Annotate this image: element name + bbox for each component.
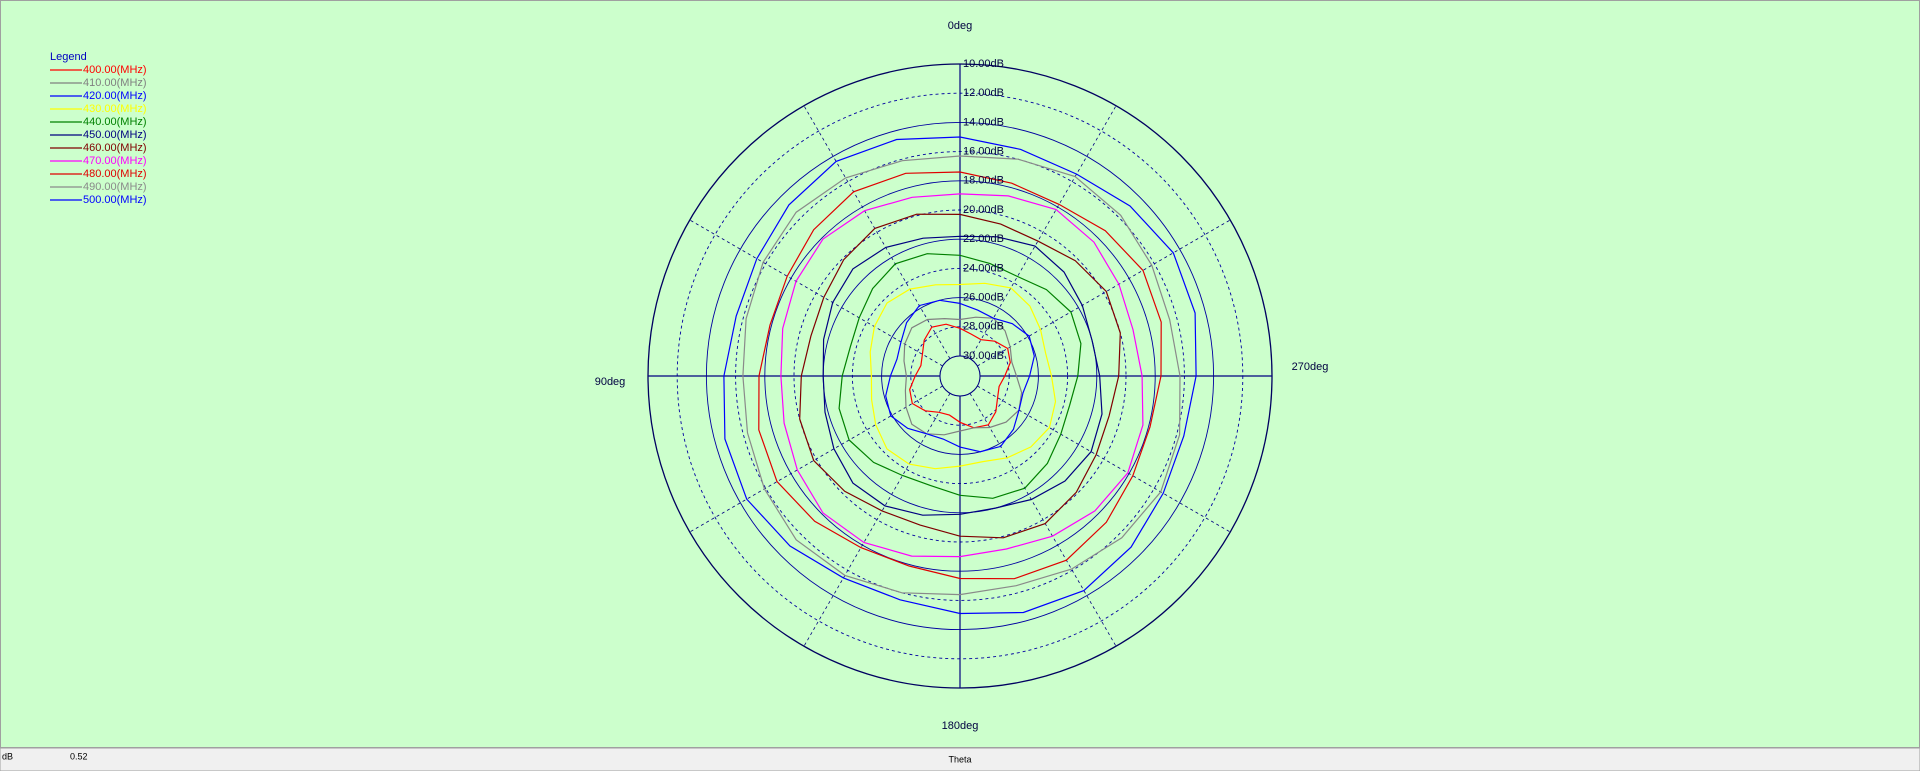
- grid: [647, 63, 1273, 689]
- curves: [723, 136, 1197, 615]
- r-tick-label: 20.00dB: [963, 204, 1004, 216]
- r-tick-label: 12.00dB: [963, 87, 1004, 99]
- series-curve: [758, 171, 1162, 580]
- r-tick-label: 30.00dB: [963, 350, 1004, 362]
- legend-title: Legend: [50, 51, 87, 63]
- theta-tick-label: 0deg: [948, 20, 972, 32]
- legend-label: 400.00(MHz): [83, 64, 147, 76]
- r-tick-label: 22.00dB: [963, 233, 1004, 245]
- legend-label: 500.00(MHz): [83, 194, 147, 206]
- legend-label: 490.00(MHz): [83, 181, 147, 193]
- center-hole: [939, 355, 981, 397]
- legend: Legend 400.00(MHz)410.00(MHz)420.00(MHz)…: [50, 51, 147, 206]
- labels: 10.00dB 12.00dB 14.00dB 16.00dB 18.00dB 20.00…: [595, 20, 1329, 732]
- spoke: [803, 393, 951, 647]
- r-tick-label: 14.00dB: [963, 116, 1004, 128]
- legend-label: 430.00(MHz): [83, 103, 147, 115]
- status-value: 0.52: [70, 751, 88, 761]
- legend-label: 440.00(MHz): [83, 116, 147, 128]
- spoke: [969, 105, 1117, 359]
- legend-label: 420.00(MHz): [83, 90, 147, 102]
- series-curve: [838, 253, 1082, 499]
- theta-tick-label: 270deg: [1292, 361, 1329, 373]
- status-unit: dB: [2, 751, 13, 761]
- status-axis-name: Theta: [948, 754, 971, 764]
- series-curve: [869, 282, 1057, 470]
- r-tick-label: 24.00dB: [963, 262, 1004, 274]
- series-curve: [822, 235, 1103, 516]
- series-curve: [909, 323, 1011, 429]
- legend-label: 470.00(MHz): [83, 155, 147, 167]
- series-curve: [903, 316, 1023, 436]
- series-curve: [799, 213, 1121, 539]
- series-curve: [780, 193, 1144, 558]
- series-curve: [885, 299, 1035, 453]
- r-tick-label: 16.00dB: [963, 146, 1004, 158]
- r-tick-label: 28.00dB: [963, 321, 1004, 333]
- theta-tick-label: 90deg: [595, 376, 626, 388]
- legend-label: 450.00(MHz): [83, 129, 147, 141]
- legend-label: 410.00(MHz): [83, 77, 147, 89]
- series-curve: [742, 155, 1181, 596]
- theta-tick-label: 180deg: [942, 720, 979, 732]
- spoke: [969, 393, 1117, 647]
- status-bar: [0, 747, 1920, 771]
- r-tick-label: 10.00dB: [963, 58, 1004, 70]
- r-tick-label: 18.00dB: [963, 175, 1004, 187]
- legend-label: 460.00(MHz): [83, 142, 147, 154]
- series-curve: [723, 136, 1197, 615]
- r-tick-label: 26.00dB: [963, 292, 1004, 304]
- spoke: [803, 105, 951, 359]
- legend-label: 480.00(MHz): [83, 168, 147, 180]
